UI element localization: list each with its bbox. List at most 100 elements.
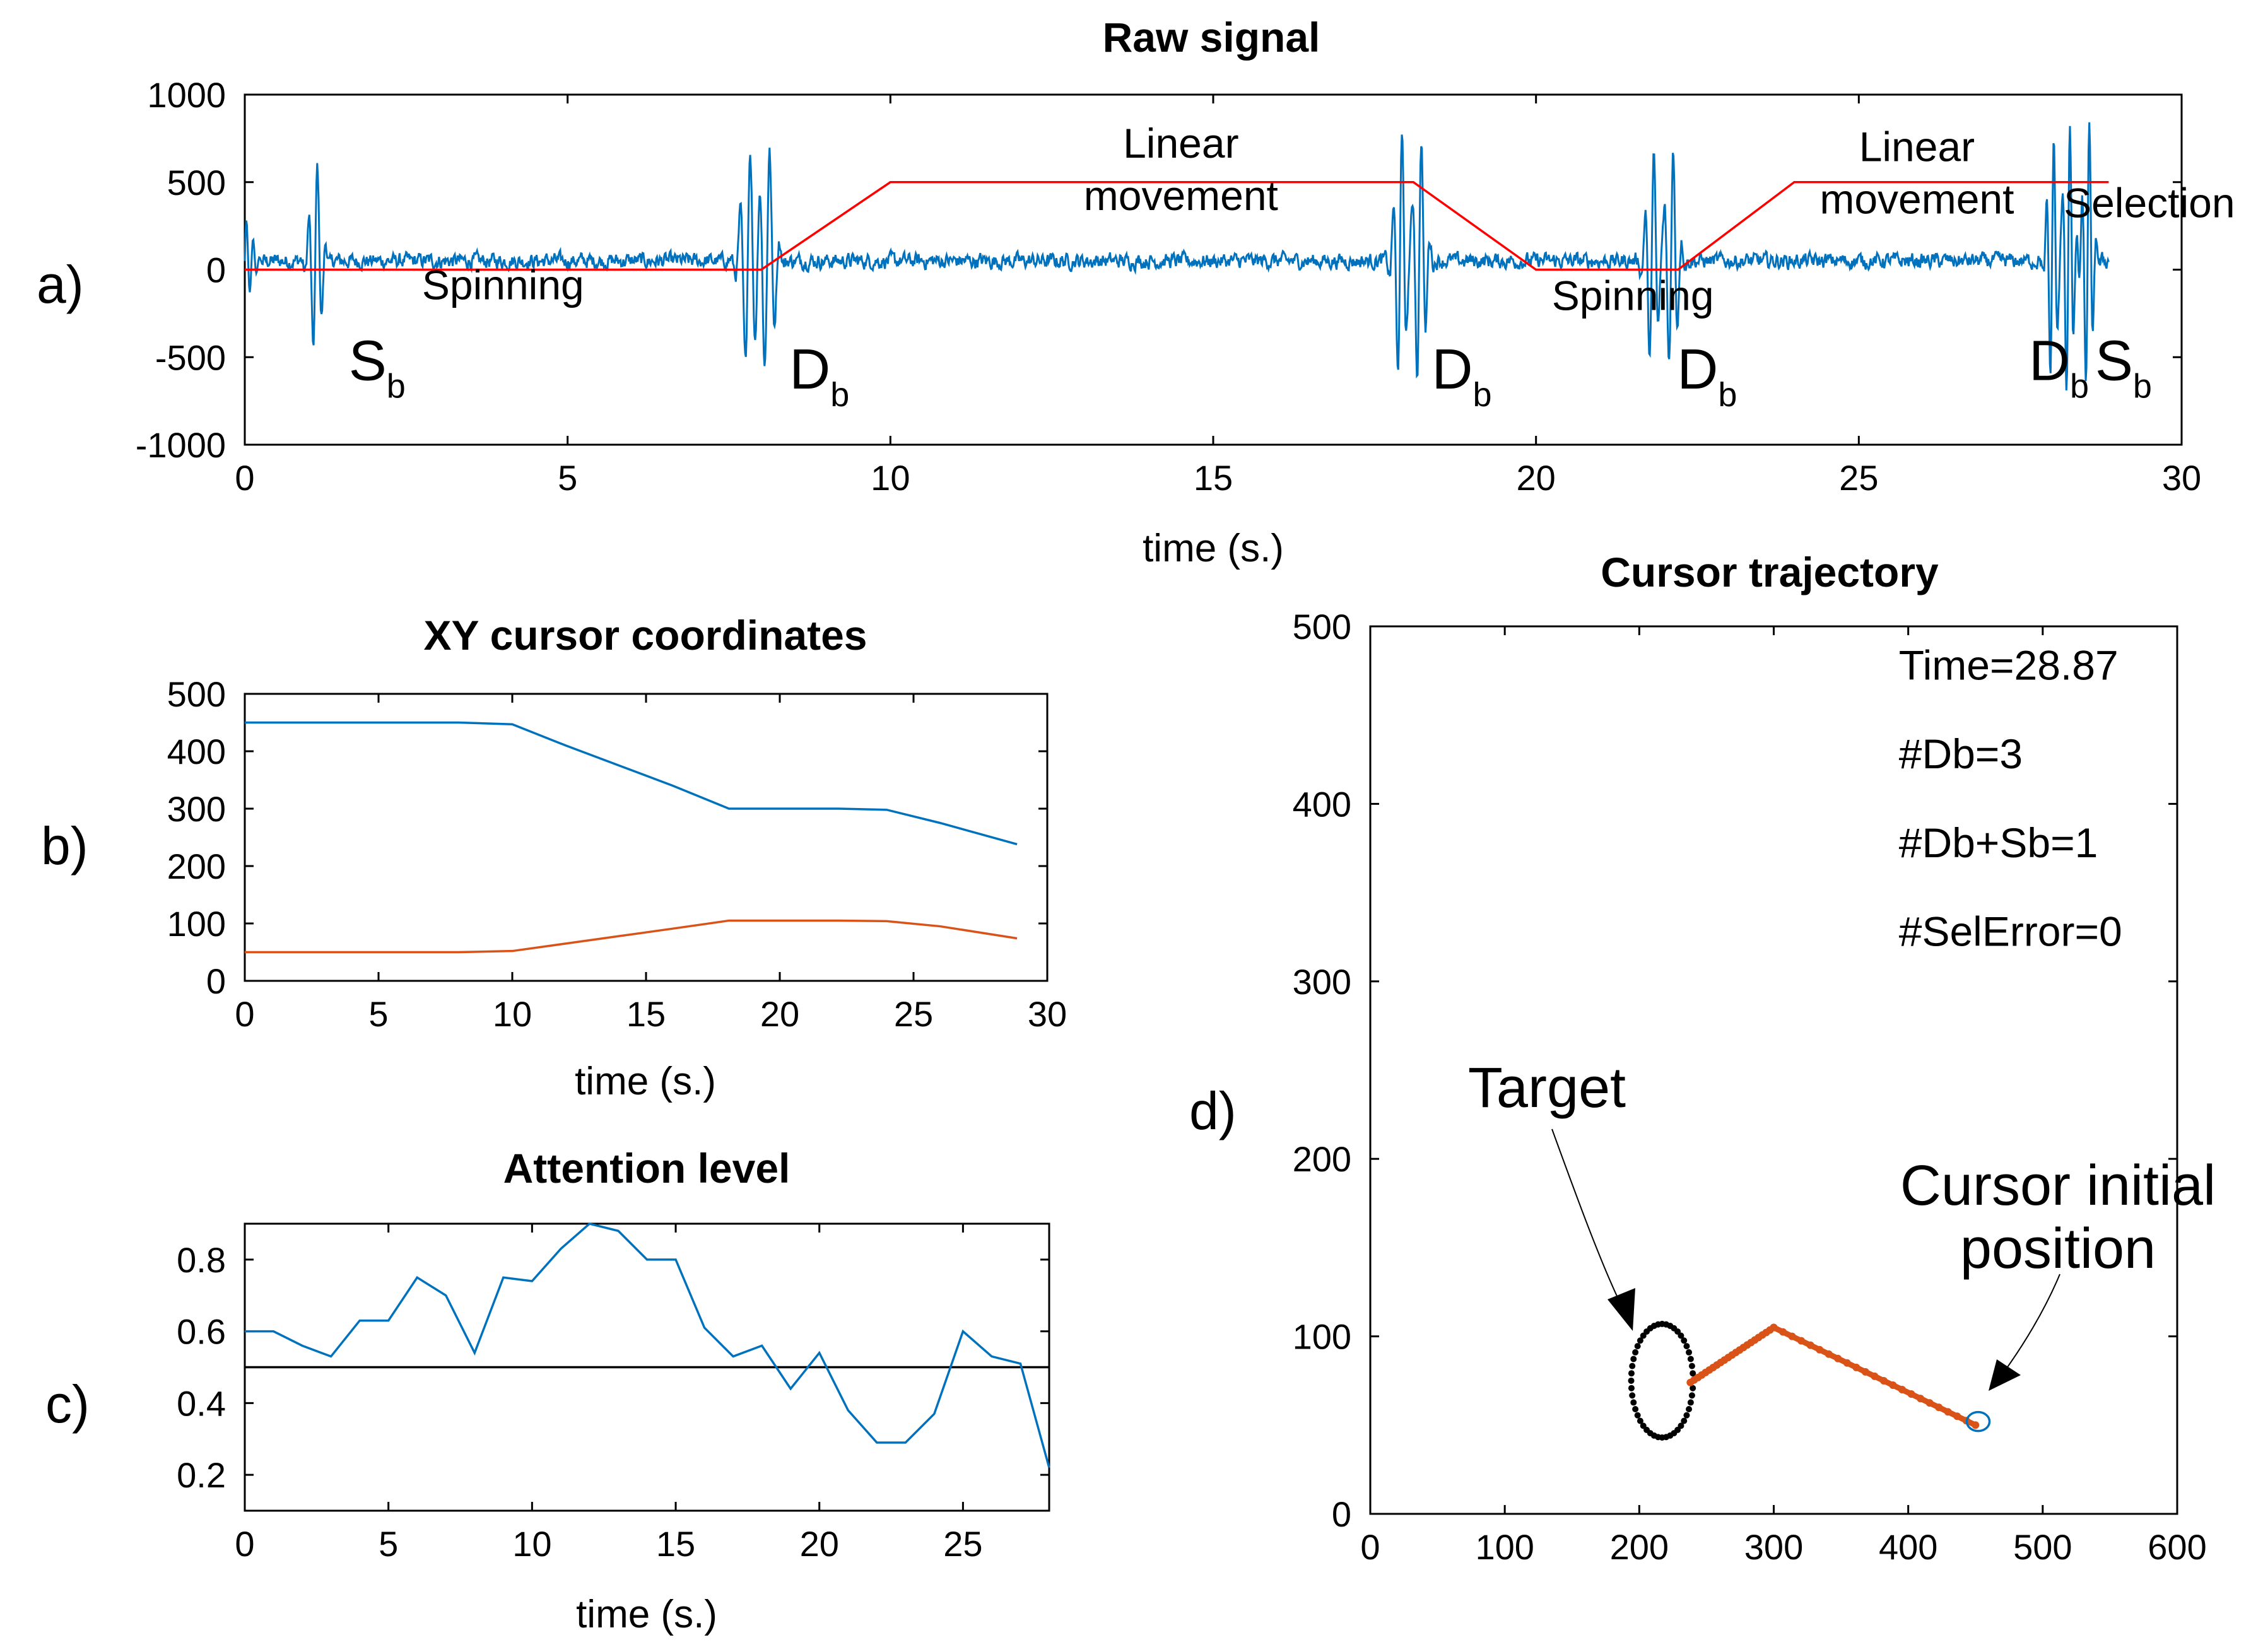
trajectory-point — [1953, 1412, 1961, 1421]
trajectory-ticks: 0 100 200 300 400 500 600 500 400 300 200 100 0 — [1293, 607, 2207, 1567]
trajectory-point — [1861, 1368, 1869, 1376]
trajectory-point — [1879, 1376, 1888, 1385]
x-tick-label: 300 — [1744, 1527, 1803, 1567]
target-dot — [1637, 1337, 1643, 1344]
x-tick-label: 0 — [235, 994, 254, 1034]
trajectory-point — [1889, 1381, 1897, 1389]
target-dot — [1686, 1405, 1693, 1412]
cursor-path — [1686, 1323, 1980, 1429]
trajectory-point — [1806, 1341, 1814, 1349]
y-tick-label: 1000 — [147, 75, 226, 115]
xy-ticks: 0 5 10 15 20 25 30 500 400 300 200 100 0 — [167, 674, 1067, 1034]
x-tick-label: 5 — [558, 458, 577, 498]
x-tick-label: 10 — [512, 1524, 551, 1564]
trajectory-point — [1925, 1399, 1934, 1407]
panel-label-c: c) — [45, 1374, 90, 1434]
target-dot — [1687, 1356, 1694, 1362]
trajectory-stat: #Db+Sb=1 — [1899, 819, 2098, 866]
target-dot — [1688, 1392, 1695, 1399]
target-dot — [1632, 1405, 1639, 1412]
y-tick-label: 0 — [1332, 1494, 1351, 1534]
raw-signal-line — [244, 122, 2110, 390]
target-dot — [1690, 1370, 1696, 1377]
trajectory-point — [1788, 1332, 1796, 1340]
attention-panel: Attention level 0 5 10 15 20 25 0.8 0.6 0.4 0.2 t… — [45, 1145, 1050, 1636]
target-dot — [1629, 1362, 1636, 1369]
initial-position-arrow — [2006, 1274, 2060, 1369]
x-tick-label: 25 — [894, 994, 933, 1034]
xy-xlabel: time (s.) — [575, 1060, 716, 1103]
trajectory-point — [1834, 1354, 1842, 1362]
target-dot — [1688, 1362, 1695, 1369]
y-tick-label: -500 — [155, 337, 226, 377]
raw-signal-title: Raw signal — [1103, 14, 1320, 61]
x-tick-label: 20 — [800, 1524, 839, 1564]
trajectory-point — [1972, 1421, 1980, 1429]
target-dot — [1678, 1422, 1684, 1429]
y-tick-label: 300 — [167, 789, 226, 829]
y-tick-label: 100 — [167, 904, 226, 944]
trajectory-point — [1907, 1390, 1915, 1398]
raw-signal-annotations: Spinning Linear movement Spinning Linear move… — [422, 120, 2235, 319]
x-tick-label: 100 — [1475, 1527, 1534, 1567]
y-tick-label: 0.2 — [177, 1455, 226, 1495]
x-tick-label: 20 — [1517, 458, 1556, 498]
target-dot — [1640, 1332, 1647, 1339]
y-tick-label: 200 — [1293, 1139, 1351, 1179]
raw-signal-panel: Raw signal 0 5 10 15 20 25 30 1000 500 0 -500 -1000… — [37, 14, 2235, 570]
target-dot — [1681, 1337, 1688, 1344]
target-dot — [1630, 1356, 1637, 1362]
trajectory-stat: Time=28.87 — [1899, 641, 2119, 688]
x-tick-label: 500 — [2013, 1527, 2072, 1567]
target-dot — [1681, 1417, 1688, 1424]
xy-coordinates-title: XY cursor coordinates — [423, 612, 867, 659]
state-annotation: Linear — [1123, 120, 1238, 167]
initial-position-label-line1: Cursor initial — [1900, 1154, 2216, 1217]
trajectory-point — [1898, 1386, 1906, 1394]
y-tick-label: 500 — [167, 163, 226, 202]
y-coordinate-line — [245, 919, 1018, 954]
x-tick-label: 10 — [871, 458, 910, 498]
trajectory-point — [1825, 1350, 1833, 1358]
trajectory-point — [1935, 1403, 1943, 1412]
trajectory-stats: Time=28.87 #Db=3 #Db+Sb=1 #SelError=0 — [1899, 641, 2122, 954]
trajectory-line — [1688, 1324, 1977, 1428]
attention-title: Attention level — [503, 1145, 791, 1192]
y-tick-label: 0 — [206, 250, 226, 290]
y-tick-label: 0.6 — [177, 1312, 226, 1352]
x-tick-label: 30 — [2162, 458, 2201, 498]
attention-xlabel: time (s.) — [576, 1593, 717, 1636]
trajectory-point — [1686, 1378, 1695, 1386]
burst-marker-label: Db — [789, 338, 849, 414]
y-tick-label: 0.8 — [177, 1240, 226, 1280]
initial-position-label-line2: position — [1960, 1217, 2156, 1280]
target-dot — [1629, 1392, 1636, 1399]
y-tick-label: 500 — [167, 674, 226, 714]
trajectory-stat: #SelError=0 — [1899, 908, 2122, 955]
target-dot — [1690, 1385, 1696, 1391]
x-tick-label: 15 — [626, 994, 666, 1034]
x-coordinate-line — [245, 721, 1018, 846]
target-dot — [1686, 1349, 1693, 1356]
x-tick-label: 0 — [235, 458, 254, 498]
x-tick-label: 400 — [1879, 1527, 1937, 1567]
x-tick-label: 15 — [656, 1524, 695, 1564]
state-annotation: Selection — [2064, 179, 2235, 226]
state-annotation: movement — [1084, 172, 1278, 219]
burst-marker-label: Sb — [349, 329, 406, 405]
raw-signal-ticks: 0 5 10 15 20 25 30 1000 500 0 -500 -1000 — [136, 75, 2201, 498]
x-tick-label: 0 — [1360, 1527, 1380, 1567]
y-tick-label: 0.4 — [177, 1383, 226, 1423]
y-tick-label: 500 — [1293, 607, 1351, 647]
attention-line — [245, 1222, 1050, 1468]
target-dot — [1634, 1412, 1641, 1419]
x-tick-label: 25 — [943, 1524, 982, 1564]
x-tick-label: 600 — [2148, 1527, 2206, 1567]
target-dot — [1683, 1412, 1690, 1419]
target-circle — [1628, 1320, 1696, 1441]
burst-marker-label: Db — [1677, 338, 1737, 414]
trajectory-point — [1917, 1395, 1925, 1403]
trajectory-point — [1944, 1408, 1952, 1416]
trajectory-point — [1779, 1328, 1787, 1336]
